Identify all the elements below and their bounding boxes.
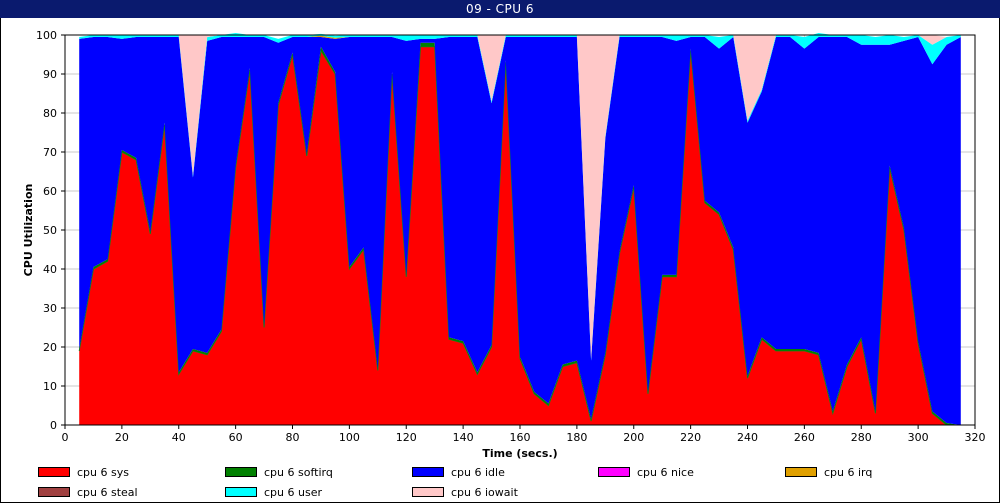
window-title: 09 - CPU 6 xyxy=(465,2,535,16)
y-tick-label: 80 xyxy=(43,107,57,120)
legend-item-cpu-6-user: cpu 6 user xyxy=(225,484,322,500)
x-tick-label: 140 xyxy=(453,431,474,444)
x-tick-label: 100 xyxy=(339,431,360,444)
x-tick-label: 120 xyxy=(396,431,417,444)
legend-label: cpu 6 irq xyxy=(824,465,873,479)
y-tick-label: 100 xyxy=(36,29,57,42)
y-tick-label: 10 xyxy=(43,380,57,393)
legend-swatch xyxy=(785,467,817,477)
y-tick-label: 90 xyxy=(43,68,57,81)
legend-item-cpu-6-irq: cpu 6 irq xyxy=(785,464,872,480)
legend-label: cpu 6 user xyxy=(264,485,322,499)
series-area-cpu-6-sys xyxy=(79,46,961,425)
x-tick-label: 320 xyxy=(965,431,986,444)
x-tick-label: 280 xyxy=(851,431,872,444)
legend-label: cpu 6 softirq xyxy=(264,465,333,479)
y-axis-title: CPU Utilization xyxy=(22,184,35,277)
x-tick-label: 160 xyxy=(510,431,531,444)
y-tick-label: 50 xyxy=(43,224,57,237)
stacked-areas xyxy=(78,33,961,426)
legend-item-cpu-6-steal: cpu 6 steal xyxy=(38,484,138,500)
x-tick-label: 180 xyxy=(566,431,587,444)
legend-swatch xyxy=(412,467,444,477)
x-axis-ticks: 0 20 40 60 80 100 120 140 160 180 200 220 240 260 280 3… xyxy=(62,425,986,444)
legend-swatch xyxy=(412,487,444,497)
y-tick-label: 0 xyxy=(50,419,57,432)
x-axis-title: Time (secs.) xyxy=(482,447,557,460)
legend-label: cpu 6 steal xyxy=(77,485,138,499)
legend-item-cpu-6-sys: cpu 6 sys xyxy=(38,464,129,480)
legend-label: cpu 6 nice xyxy=(637,465,694,479)
cpu-utilization-chart: 0 20 40 60 80 100 120 140 160 180 200 220 240 260 280 3… xyxy=(22,29,986,460)
x-tick-label: 240 xyxy=(737,431,758,444)
y-tick-label: 60 xyxy=(43,185,57,198)
legend-item-cpu-6-idle: cpu 6 idle xyxy=(412,464,505,480)
x-tick-label: 80 xyxy=(286,431,300,444)
legend-item-cpu-6-softirq: cpu 6 softirq xyxy=(225,464,333,480)
legend: cpu 6 sys cpu 6 softirq cpu 6 idle cpu 6 ni… xyxy=(0,462,1000,504)
x-tick-label: 40 xyxy=(172,431,186,444)
legend-label: cpu 6 idle xyxy=(451,465,505,479)
legend-swatch xyxy=(225,487,257,497)
y-tick-label: 40 xyxy=(43,263,57,276)
x-tick-label: 20 xyxy=(115,431,129,444)
y-tick-label: 70 xyxy=(43,146,57,159)
x-tick-label: 260 xyxy=(794,431,815,444)
legend-item-cpu-6-iowait: cpu 6 iowait xyxy=(412,484,518,500)
legend-swatch xyxy=(225,467,257,477)
y-axis-ticks: 0 10 20 30 40 50 60 70 80 90 100 xyxy=(36,29,65,432)
legend-label: cpu 6 sys xyxy=(77,465,129,479)
x-tick-label: 0 xyxy=(62,431,69,444)
y-tick-label: 30 xyxy=(43,302,57,315)
series-area-cpu-6-idle xyxy=(79,36,961,425)
window-title-bar: 09 - CPU 6 xyxy=(0,0,1000,18)
legend-swatch xyxy=(38,487,70,497)
legend-swatch xyxy=(598,467,630,477)
legend-swatch xyxy=(38,467,70,477)
x-tick-label: 300 xyxy=(908,431,929,444)
legend-label: cpu 6 iowait xyxy=(451,485,518,499)
x-tick-label: 200 xyxy=(623,431,644,444)
x-tick-label: 60 xyxy=(229,431,243,444)
legend-item-cpu-6-nice: cpu 6 nice xyxy=(598,464,694,480)
y-tick-label: 20 xyxy=(43,341,57,354)
x-tick-label: 220 xyxy=(680,431,701,444)
